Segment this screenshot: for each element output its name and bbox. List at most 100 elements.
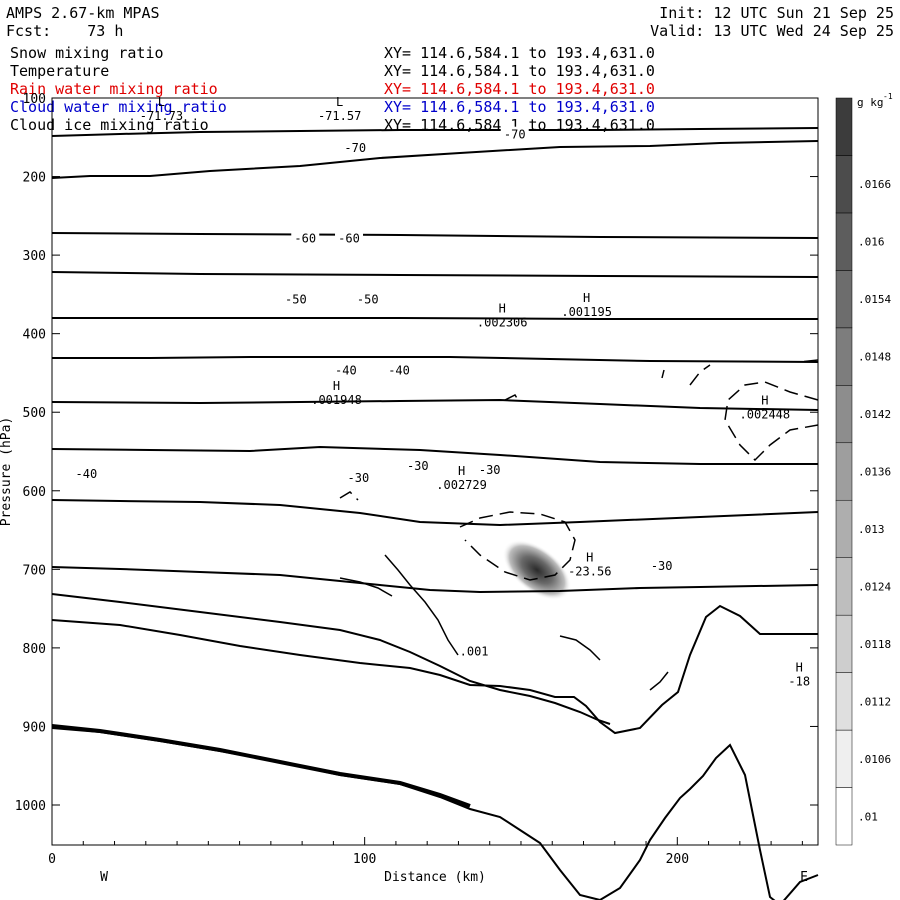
isotherm-label: -70 [344,141,366,155]
isotherm [52,317,818,320]
isotherm-label-bg [331,362,360,377]
y-tick-label: 300 [23,249,46,264]
isotherm-label: -30 [651,559,673,573]
isotherm-label: -50 [357,293,379,307]
y-tick-label: 500 [23,406,46,421]
isotherm-label-bg [385,362,414,377]
isotherm-label-bg [500,126,529,141]
dashed-mixing-ratio-contours [339,359,819,581]
isotherm-minus30-branches [339,554,669,691]
extremum-marker: L [336,95,343,109]
y-tick-label: 600 [23,485,46,500]
colorbar-label: .016 [858,236,885,249]
extremum-value: -18 [788,674,810,688]
contour-label: .001 [460,645,489,659]
extremum-marker: H [761,393,768,407]
isotherm [52,356,819,363]
field-xy-cloud-water: XY= 114.6,584.1 to 193.4,631.0 [384,98,655,116]
y-axis-label: Pressure (hPa) [0,417,14,527]
init-time: Init: 12 UTC Sun 21 Sep 25 [659,4,894,22]
colorbar-label: .0154 [858,293,891,306]
extremum-marker: L [158,95,165,109]
extremum-marker: H [499,301,506,315]
colorbar-swatch [835,212,853,271]
field-name-snow: Snow mixing ratio [10,44,164,62]
y-tick-label: 400 [23,328,46,343]
isotherm-label: -30 [407,459,429,473]
colorbar-label: .0136 [858,466,891,479]
extremum-value: .001195 [561,305,612,319]
extremum-marker: H [333,379,340,393]
isotherm [51,140,819,179]
colorbar-label: .0112 [858,695,891,708]
plot-frame [51,97,819,846]
isotherm [51,604,818,735]
extremum-value: .002729 [436,478,487,492]
extremum-marker: H [458,464,465,478]
field-name-cloud-water: Cloud water mixing ratio [10,98,227,116]
isotherm [51,593,611,725]
snow-mixing-ratio-max [502,539,572,601]
isotherm-label-bg [341,140,370,155]
isotherm-label-bg [647,557,676,572]
x-tick-label: 0 [48,852,56,867]
y-tick-label: 200 [23,171,46,186]
y-tick-label: 900 [23,720,46,735]
colorbar-swatch [835,729,853,788]
field-name-rain: Rain water mixing ratio [10,80,218,98]
colorbar-swatch [835,672,853,731]
colorbar-swatch [835,270,853,329]
model-title: AMPS 2.67-km MPAS [6,4,160,22]
isotherm-lines [51,127,819,900]
isotherm-label: -70 [504,128,526,142]
isotherm [51,499,819,527]
extremum-value: -71.57 [318,109,361,123]
y-tick-label: 100 [23,92,46,107]
isotherm-label: -30 [348,471,370,485]
x-tick-label: 100 [353,852,376,867]
colorbar-label: .0142 [858,408,891,421]
y-tick-label: 700 [23,563,46,578]
isotherm-label-bg [335,230,364,245]
colorbar-swatch [835,327,853,386]
isotherm-label-bg [475,462,504,477]
colorbar-label: .0124 [858,580,891,593]
colorbar-label: .013 [858,523,885,536]
extremum-marker: H [583,291,590,305]
isotherm [51,398,819,411]
colorbar-swatch [835,155,853,214]
isotherm-label-bg [353,291,382,306]
colorbar-swatch [835,499,853,558]
x-tick-label: 200 [666,852,689,867]
field-xy-temperature: XY= 114.6,584.1 to 193.4,631.0 [384,62,655,80]
isotherm [51,127,819,137]
extremum-value: -23.56 [568,564,611,578]
isotherm-label-bg [281,291,310,306]
colorbar-unit-exponent: -1 [883,92,893,101]
colorbar-label: .0166 [858,178,891,191]
colorbar-swatch [835,97,853,156]
isotherm-label-bg [403,458,432,473]
isotherm [51,232,819,239]
colorbar-swatch [835,787,853,846]
east-label: E [800,870,808,885]
extremum-value: .001948 [311,393,362,407]
colorbar-label: .01 [858,810,878,823]
forecast-hour: Fcst: 73 h [6,22,124,40]
isotherm-label: -60 [294,231,316,245]
colorbar-label: .0106 [858,753,891,766]
colorbar-swatch [835,614,853,673]
isotherm-label: -40 [388,363,410,377]
colorbar-unit: g kg [857,96,884,109]
isotherm-label-bg [72,466,101,481]
extremum-value: .002448 [740,407,791,421]
field-name-cloud-ice: Cloud ice mixing ratio [10,116,209,134]
isotherm-label-bg [344,469,373,484]
field-xy-snow: XY= 114.6,584.1 to 193.4,631.0 [384,44,655,62]
colorbar-label: .0148 [858,351,891,364]
isotherm [51,566,819,594]
isotherm-label: -40 [76,467,98,481]
field-name-temperature: Temperature [10,62,110,80]
isotherm-label: -40 [335,363,357,377]
